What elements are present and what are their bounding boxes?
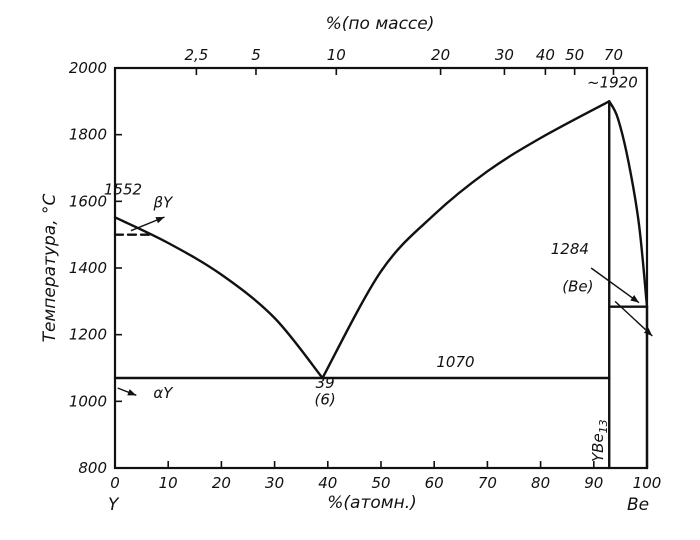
- left-element-label: Y: [108, 495, 120, 515]
- annotation-label: ~1920: [587, 73, 638, 91]
- pointer-line: [614, 300, 653, 337]
- annotation-label: 1552: [104, 181, 142, 199]
- arrow-head: [127, 389, 137, 396]
- y-tick-label: 1600: [69, 192, 107, 210]
- right-element-label: Be: [627, 495, 649, 515]
- mass-tick-label: 5: [251, 46, 261, 64]
- annotation-label: (6): [315, 391, 336, 409]
- x-tick-label: 20: [212, 474, 231, 492]
- mass-tick-label: 50: [565, 46, 584, 64]
- x-tick-label: 40: [318, 474, 337, 492]
- x-axis-title: %(атомн.): [327, 493, 416, 513]
- x-tick-label: 80: [531, 474, 550, 492]
- arrow-head: [630, 295, 640, 303]
- phase-boundary-line: [113, 216, 324, 380]
- x-tick-label: 10: [159, 474, 178, 492]
- x-tick-label: 0: [110, 474, 120, 492]
- mass-tick-label: 2,5: [184, 46, 208, 64]
- pointer-line: [590, 267, 640, 304]
- y-tick-label: 800: [78, 459, 107, 477]
- arrow-head: [643, 327, 653, 336]
- x-tick-label: 50: [371, 474, 390, 492]
- mass-tick-label: 20: [431, 46, 450, 64]
- annotation-label: 1070: [436, 353, 474, 371]
- annotation-label: (Be): [562, 277, 593, 295]
- arrow-head: [155, 217, 165, 224]
- x-tick-label: 30: [265, 474, 284, 492]
- y-tick-label: 1200: [69, 326, 107, 344]
- x-tick-label: 70: [478, 474, 497, 492]
- y-tick-label: 1800: [69, 126, 107, 144]
- x2-axis-title: %(по массе): [326, 14, 435, 34]
- phase-boundary-line: [321, 100, 611, 380]
- annotation-label: βY: [153, 193, 175, 211]
- annotation-label: 39: [316, 374, 335, 392]
- x-tick-label: 60: [425, 474, 444, 492]
- mass-tick-label: 70: [604, 46, 623, 64]
- x-tick-label: 90: [584, 474, 603, 492]
- mass-tick-label: 40: [536, 46, 555, 64]
- x-tick-label: 100: [633, 474, 662, 492]
- y-axis-title: Температура, °С: [40, 193, 60, 342]
- annotation-label: αY: [153, 384, 174, 402]
- compound-label: YBe13: [589, 419, 610, 462]
- annotation-label: 1284: [551, 240, 589, 258]
- y-tick-label: 1000: [69, 392, 107, 410]
- y-tick-label: 1400: [69, 259, 107, 277]
- mass-tick-label: 30: [495, 46, 514, 64]
- y-tick-label: 2000: [69, 59, 107, 77]
- plot-frame: [113, 66, 649, 470]
- phase-boundary-line: [608, 100, 649, 308]
- mass-tick-label: 10: [327, 46, 346, 64]
